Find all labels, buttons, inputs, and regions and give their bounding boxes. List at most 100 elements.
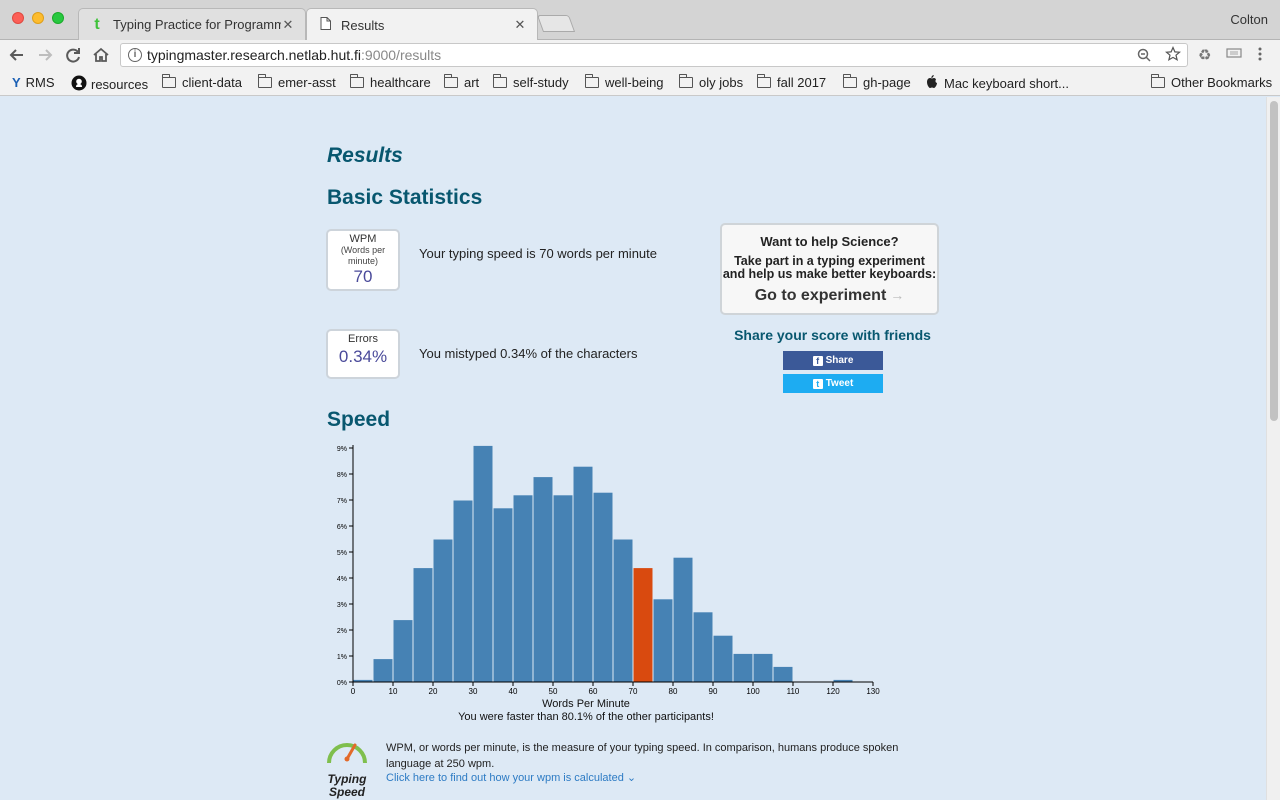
bookmark-label: RMS [25, 75, 55, 90]
bookmark-rms[interactable]: Y RMS [12, 75, 55, 90]
menu-icon[interactable] [1257, 46, 1263, 66]
speedometer-icon [327, 743, 367, 764]
wpm-calculation-link[interactable]: Click here to find out how your wpm is c… [386, 771, 636, 784]
go-to-experiment-link[interactable]: Go to experiment → [722, 287, 937, 305]
github-icon [71, 75, 87, 94]
folder-icon [493, 74, 507, 88]
scrollbar-thumb[interactable] [1270, 101, 1278, 421]
science-description: Take part in a typing experiment and hel… [722, 254, 937, 281]
bookmark-label: resources [91, 77, 149, 92]
minimize-window-button[interactable] [32, 12, 44, 24]
close-tab-icon[interactable]: ✕ [514, 17, 526, 32]
tweet-label: Tweet [825, 378, 854, 389]
zoom-window-button[interactable] [52, 12, 64, 24]
forward-icon[interactable] [34, 44, 56, 66]
folder-icon [350, 74, 364, 88]
y-tick-label: 0% [337, 680, 347, 687]
histogram-bar [772, 665, 794, 683]
bookmarks-bar: Y RMS resources client-data emer-asst he… [0, 70, 1280, 96]
science-panel: Want to help Science? Take part in a typ… [720, 223, 939, 315]
folder-icon [843, 74, 857, 88]
folder-icon [585, 74, 599, 88]
address-bar[interactable]: i typingmaster.research.netlab.hut.fi:90… [120, 43, 1188, 67]
home-icon[interactable] [90, 44, 112, 66]
x-tick-label: 120 [826, 687, 840, 696]
x-tick-label: 60 [589, 687, 598, 696]
profile-name[interactable]: Colton [1230, 12, 1268, 27]
histogram-bar [692, 611, 714, 683]
close-window-button[interactable] [12, 12, 24, 24]
histogram-bar [392, 619, 414, 683]
tab-label: Typing Practice for Programm [113, 17, 281, 32]
bookmark-label: Mac keyboard short... [944, 76, 1069, 91]
bookmark-client-data[interactable]: client-data [162, 74, 242, 90]
back-icon[interactable] [6, 44, 28, 66]
x-tick-label: 90 [709, 687, 718, 696]
histogram-bar [672, 556, 694, 683]
basic-statistics-heading: Basic Statistics [327, 186, 483, 209]
bookmark-other[interactable]: Other Bookmarks [1151, 74, 1272, 90]
tab-results[interactable]: Results ✕ [306, 8, 538, 41]
zoom-icon[interactable] [1137, 44, 1151, 73]
y-tick-label: 5% [337, 550, 347, 557]
bookmark-emer-asst[interactable]: emer-asst [258, 74, 336, 90]
bookmark-label: healthcare [370, 75, 431, 90]
x-tick-label: 10 [389, 687, 398, 696]
info-icon[interactable]: i [128, 48, 142, 62]
wpm-histogram: 0 10 20 30 40 50 60 70 80 90 100 110 120 130 0% 1% 2% 3% 4… [337, 444, 880, 696]
x-tick-label: 40 [509, 687, 518, 696]
typing-speed-label: Typing Speed [327, 772, 367, 799]
facebook-share-button[interactable]: f Share [783, 351, 883, 370]
url-host: typingmaster.research.netlab.hut.fi [147, 47, 362, 63]
wpm-value: 70 [353, 267, 373, 286]
bookmark-oly-jobs[interactable]: oly jobs [679, 74, 744, 90]
y-tick-label: 1% [337, 654, 347, 661]
folder-icon [757, 74, 771, 88]
twitter-icon: t [812, 379, 823, 389]
new-tab-button[interactable] [536, 15, 576, 32]
bookmark-star-icon[interactable] [1164, 44, 1182, 73]
x-tick-label: 130 [866, 687, 880, 696]
bookmark-mac-keyboard[interactable]: Mac keyboard short... [926, 75, 1069, 92]
folder-icon [444, 74, 458, 88]
page-scrollbar[interactable] [1266, 97, 1280, 800]
histogram-bar [752, 652, 774, 683]
bookmark-label: art [464, 75, 480, 90]
twitter-tweet-button[interactable]: t Tweet [783, 374, 883, 393]
bookmark-self-study[interactable]: self-study [493, 74, 569, 90]
folder-icon [1151, 74, 1165, 88]
page-icon [317, 17, 333, 33]
bookmark-art[interactable]: art [444, 74, 480, 90]
close-tab-icon[interactable]: ✕ [282, 16, 294, 32]
facebook-icon: f [812, 356, 823, 366]
bookmark-resources[interactable]: resources [71, 75, 148, 94]
histogram-bar [612, 538, 634, 683]
y-tick-label: 8% [337, 472, 347, 479]
speed-heading: Speed [327, 408, 391, 431]
recycle-extension-icon[interactable]: ♻ [1198, 47, 1212, 64]
tab-label: Results [341, 17, 385, 33]
bookmark-label: oly jobs [699, 75, 744, 90]
results-page: Results Basic Statistics WPM (Words per … [0, 97, 1266, 800]
experiment-link-label: Go to experiment [754, 287, 887, 304]
wpm-description: Your typing speed is 70 words per minute [419, 246, 657, 261]
typing-t-favicon: t [94, 15, 100, 33]
bookmark-well-being[interactable]: well-being [585, 74, 664, 90]
y-tick-label: 7% [337, 498, 347, 505]
y-tick-label: 3% [337, 602, 347, 609]
y-tick-label: 6% [337, 524, 347, 531]
y-tick-label: 2% [337, 628, 347, 635]
y-tick-label: 4% [337, 576, 347, 583]
bookmark-healthcare[interactable]: healthcare [350, 74, 431, 90]
histogram-bar [472, 444, 494, 683]
extension-icon[interactable] [1226, 46, 1242, 64]
tab-typing-practice[interactable]: t Typing Practice for Programm ✕ [78, 8, 306, 40]
bookmark-fall-2017[interactable]: fall 2017 [757, 74, 826, 90]
errors-stat-box: Errors 0.34% [326, 329, 400, 379]
bookmark-gh-page[interactable]: gh-page [843, 74, 911, 90]
histogram-bar [652, 598, 674, 683]
wpm-label: WPM [349, 233, 377, 245]
reload-icon[interactable] [62, 44, 84, 66]
page-title: Results [327, 144, 403, 167]
faster-than-text: You were faster than 80.1% of the other … [458, 711, 714, 723]
